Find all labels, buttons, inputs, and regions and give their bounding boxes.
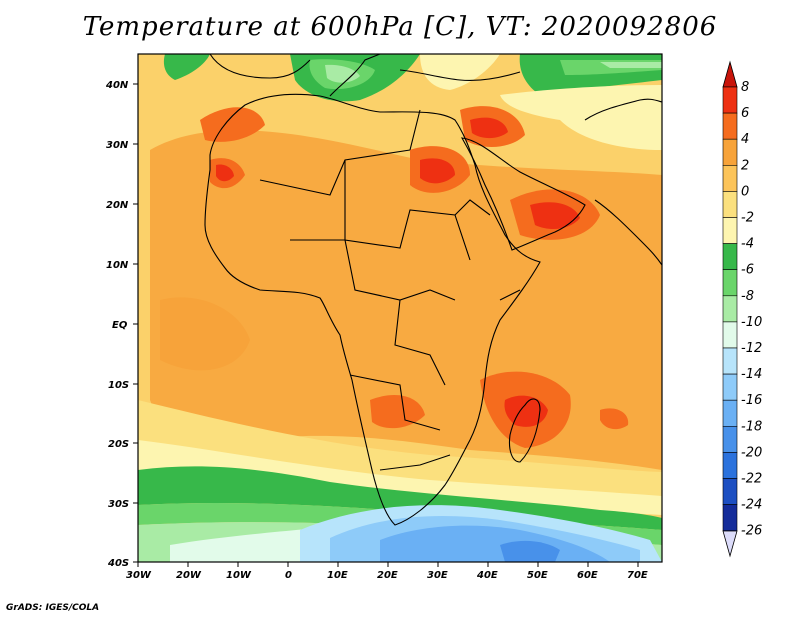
colorbar-label: -18	[741, 419, 762, 434]
map-frame	[137, 53, 663, 563]
colorbar-bottom-arrow	[722, 530, 738, 558]
colorbar-box-m26-m24	[722, 504, 738, 532]
svg-text:40E: 40E	[476, 570, 498, 581]
svg-text:50E: 50E	[527, 570, 548, 581]
lat-label-20s: 20S	[108, 439, 138, 450]
colorbar-box-m22-m20	[722, 452, 738, 479]
colorbar-label: 2	[741, 158, 749, 173]
lon-label-20e: 20E	[377, 562, 398, 581]
temperature-field	[138, 54, 662, 562]
colorbar-label: -10	[741, 315, 762, 330]
lat-label-eq: EQ	[112, 320, 138, 331]
colorbar-label: -2	[741, 211, 754, 226]
longitude-axis: 30W 20W 10W 0 10E 20E 30E 40E 50E 60E 70…	[126, 562, 648, 581]
svg-text:60E: 60E	[577, 570, 598, 581]
svg-text:30N: 30N	[106, 140, 129, 151]
colorbar-label: -12	[741, 341, 762, 356]
svg-text:20S: 20S	[108, 439, 129, 450]
svg-text:20N: 20N	[106, 200, 129, 211]
colorbar-labels: 8 6 4 2 0 -2 -4 -6 -8 -10 -12 -14 -16 -18 -20 -22 -24 -26	[741, 80, 762, 539]
lon-label-40e: 40E	[476, 562, 498, 581]
colorbar-label: -4	[741, 237, 754, 252]
lon-label-60e: 60E	[577, 562, 598, 581]
colorbar-label: -14	[741, 367, 762, 382]
svg-text:EQ: EQ	[112, 320, 128, 331]
lat-label-30s: 30S	[108, 499, 138, 510]
grads-credit: GrADS: IGES/COLA	[6, 603, 100, 613]
colorbar-top-arrow	[722, 60, 738, 88]
lon-label-30w: 30W	[126, 562, 152, 581]
svg-text:10S: 10S	[108, 380, 129, 391]
svg-text:40S: 40S	[107, 558, 129, 569]
svg-text:40N: 40N	[105, 80, 129, 91]
lon-label-70e: 70E	[627, 562, 648, 581]
colorbar-box-6-8	[722, 86, 738, 114]
svg-text:10E: 10E	[327, 570, 348, 581]
colorbar: 8 6 4 2 0 -2 -4 -6 -8 -10 -12 -14 -16 -18 -20 -22 -24 -26	[722, 60, 762, 558]
svg-text:30W: 30W	[126, 570, 152, 581]
lon-label-50e: 50E	[527, 562, 548, 581]
lat-label-10s: 10S	[108, 380, 138, 391]
colorbar-box-4-6	[722, 112, 738, 140]
svg-text:30S: 30S	[108, 499, 129, 510]
colorbar-box-m4-m2	[722, 217, 738, 244]
colorbar-box-m8-m6	[722, 269, 738, 297]
colorbar-box-m20-m18	[722, 425, 738, 453]
svg-text:70E: 70E	[627, 570, 648, 581]
colorbar-box-m14-m12	[722, 347, 738, 375]
colorbar-box-m6-m4	[722, 243, 738, 271]
lon-label-20w: 20W	[176, 562, 202, 581]
lon-label-30e: 30E	[427, 562, 448, 581]
lat-label-40n: 40N	[105, 80, 138, 91]
svg-text:10W: 10W	[226, 570, 252, 581]
colorbar-boxes	[722, 86, 738, 532]
colorbar-box-m12-m10	[722, 321, 738, 349]
colorbar-box-2-4	[722, 138, 738, 166]
colorbar-label: -8	[741, 289, 754, 304]
colorbar-label: -24	[741, 498, 762, 513]
colorbar-label: -16	[741, 393, 762, 408]
colorbar-label: 8	[741, 80, 749, 95]
colorbar-box-m18-m16	[722, 399, 738, 427]
colorbar-label: 0	[741, 184, 749, 199]
colorbar-label: -26	[741, 524, 762, 539]
colorbar-label: 4	[741, 132, 749, 147]
colorbar-label: -22	[741, 472, 762, 487]
colorbar-label: -6	[741, 263, 754, 278]
coastlines	[204, 54, 662, 526]
colorbar-label: 6	[741, 106, 749, 121]
lat-label-30n: 30N	[106, 140, 138, 151]
latitude-axis: 40N 30N 20N 10N EQ 10S 20S 30S 40S	[105, 80, 138, 569]
lat-label-20n: 20N	[106, 200, 138, 211]
colorbar-box-m16-m14	[722, 373, 738, 401]
svg-text:30E: 30E	[427, 570, 448, 581]
svg-text:10N: 10N	[106, 260, 129, 271]
colorbar-box-m10-m8	[722, 295, 738, 323]
lon-label-0: 0	[285, 562, 292, 581]
map-title: Temperature at 600hPa [C], VT: 202009280…	[82, 12, 718, 42]
colorbar-box-0-2	[722, 165, 738, 192]
colorbar-box-m2-0	[722, 191, 738, 218]
svg-text:0: 0	[285, 570, 292, 581]
lon-label-10e: 10E	[327, 562, 348, 581]
colorbar-label: -20	[741, 445, 762, 460]
colorbar-box-m24-m22	[722, 478, 738, 505]
svg-text:20W: 20W	[176, 570, 202, 581]
lat-label-10n: 10N	[106, 260, 138, 271]
lon-label-10w: 10W	[226, 562, 252, 581]
lat-label-40s: 40S	[107, 558, 138, 569]
svg-text:20E: 20E	[377, 570, 398, 581]
